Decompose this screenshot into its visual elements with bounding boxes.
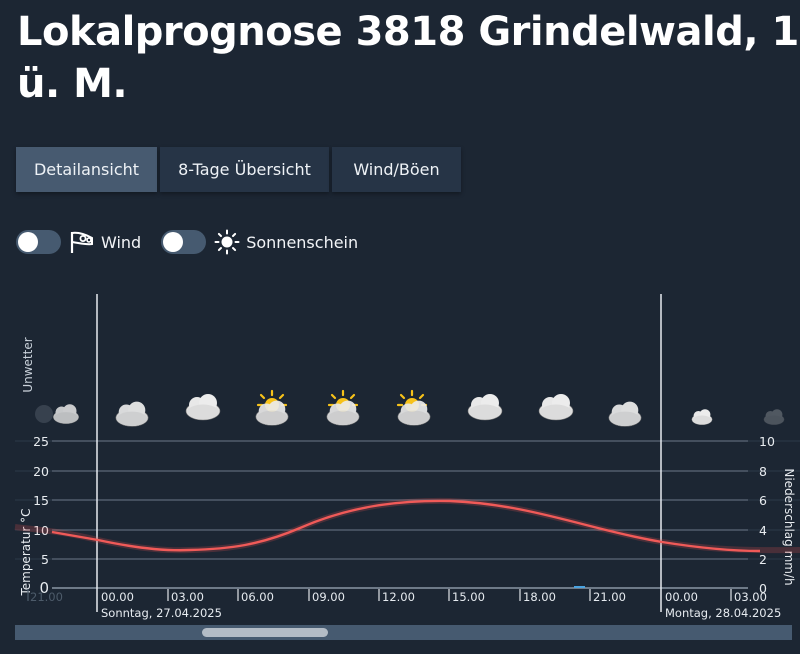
tab-detailansicht[interactable]: Detailansicht bbox=[16, 147, 157, 192]
svg-text:03.00: 03.00 bbox=[734, 590, 767, 604]
svg-text:0: 0 bbox=[759, 581, 767, 596]
cloudy-icon bbox=[185, 393, 221, 421]
page-title: Lokalprognose 3818 Grindelwald, 10 ü. M. bbox=[17, 6, 800, 110]
page-title-line-1: Lokalprognose 3818 Grindelwald, 10 bbox=[17, 9, 800, 55]
page-title-line-2: ü. M. bbox=[17, 61, 128, 107]
cloudy-icon bbox=[538, 393, 574, 421]
svg-text:2: 2 bbox=[759, 552, 767, 567]
day-label-sunday: Sonntag, 27.04.2025 bbox=[101, 606, 222, 620]
partly-cloudy-night-icon bbox=[608, 393, 642, 427]
sun-icon bbox=[214, 229, 240, 255]
precipitation-bar bbox=[574, 586, 585, 588]
toggle-knob bbox=[163, 232, 184, 252]
svg-text:21.00: 21.00 bbox=[593, 590, 626, 604]
sunshine-toggle[interactable] bbox=[161, 230, 207, 254]
svg-text:10: 10 bbox=[33, 523, 49, 538]
svg-text:09.00: 09.00 bbox=[312, 590, 345, 604]
svg-text:8: 8 bbox=[759, 464, 767, 479]
temperature-line bbox=[14, 497, 800, 554]
tab-8-tage-uebersicht[interactable]: 8-Tage Übersicht bbox=[160, 147, 329, 192]
svg-text:12.00: 12.00 bbox=[382, 590, 415, 604]
svg-text:15: 15 bbox=[33, 493, 49, 508]
right-axis: 0 2 4 6 8 10 bbox=[759, 434, 775, 596]
svg-text:25: 25 bbox=[33, 434, 49, 449]
svg-text:5: 5 bbox=[41, 552, 49, 567]
partly-cloudy-night-icon bbox=[115, 393, 149, 427]
svg-text:20: 20 bbox=[33, 464, 49, 479]
wind-toggle[interactable] bbox=[16, 230, 61, 254]
svg-text:21.00: 21.00 bbox=[30, 590, 63, 604]
svg-text:06.00: 06.00 bbox=[241, 590, 274, 604]
moon-small-cloud-icon bbox=[760, 389, 785, 426]
scrollbar-thumb[interactable] bbox=[202, 628, 328, 637]
tab-wind-boeen[interactable]: Wind/Böen bbox=[332, 147, 461, 192]
svg-text:00.00: 00.00 bbox=[101, 590, 134, 604]
chart-scrollbar[interactable] bbox=[15, 625, 792, 640]
svg-text:00.00: 00.00 bbox=[665, 590, 698, 604]
svg-text:0: 0 bbox=[39, 579, 49, 597]
grid-lines bbox=[52, 440, 748, 589]
view-tabs: Detailansicht 8-Tage Übersicht Wind/Böen bbox=[16, 147, 461, 192]
temperature-axis-label: Temperatur °C bbox=[19, 508, 33, 596]
partly-sunny-icon bbox=[326, 389, 360, 426]
cloudy-icon bbox=[467, 393, 503, 421]
toggle-knob bbox=[18, 232, 38, 252]
precipitation-axis-label: Niederschlag mm/h bbox=[782, 468, 796, 585]
partly-sunny-icon bbox=[255, 389, 289, 426]
sunshine-toggle-label: Sonnenschein bbox=[246, 232, 359, 252]
forecast-chart: Unwetter bbox=[0, 290, 800, 650]
svg-text:18.00: 18.00 bbox=[523, 590, 556, 604]
weather-icons bbox=[35, 389, 785, 427]
svg-text:4: 4 bbox=[759, 523, 767, 538]
svg-text:15.00: 15.00 bbox=[452, 590, 485, 604]
chart-toggles: Wind Sonnenschein bbox=[16, 229, 358, 255]
svg-text:10: 10 bbox=[759, 434, 775, 449]
x-labels: 21.00 00.00 03.00 06.00 09.00 12.00 15.0… bbox=[30, 590, 781, 620]
day-label-monday: Montag, 28.04.2025 bbox=[665, 606, 781, 620]
left-axis: 0 5 10 15 20 25 bbox=[33, 434, 49, 597]
x-ticks bbox=[27, 589, 732, 601]
partly-cloudy-night-icon bbox=[35, 393, 80, 425]
svg-text:6: 6 bbox=[759, 493, 767, 508]
partly-sunny-icon bbox=[396, 389, 431, 426]
svg-text:03.00: 03.00 bbox=[171, 590, 204, 604]
moon-small-cloud-icon bbox=[688, 389, 713, 426]
wind-toggle-label: Wind bbox=[101, 232, 142, 252]
unwetter-label: Unwetter bbox=[21, 337, 35, 392]
windsock-icon bbox=[69, 229, 95, 255]
